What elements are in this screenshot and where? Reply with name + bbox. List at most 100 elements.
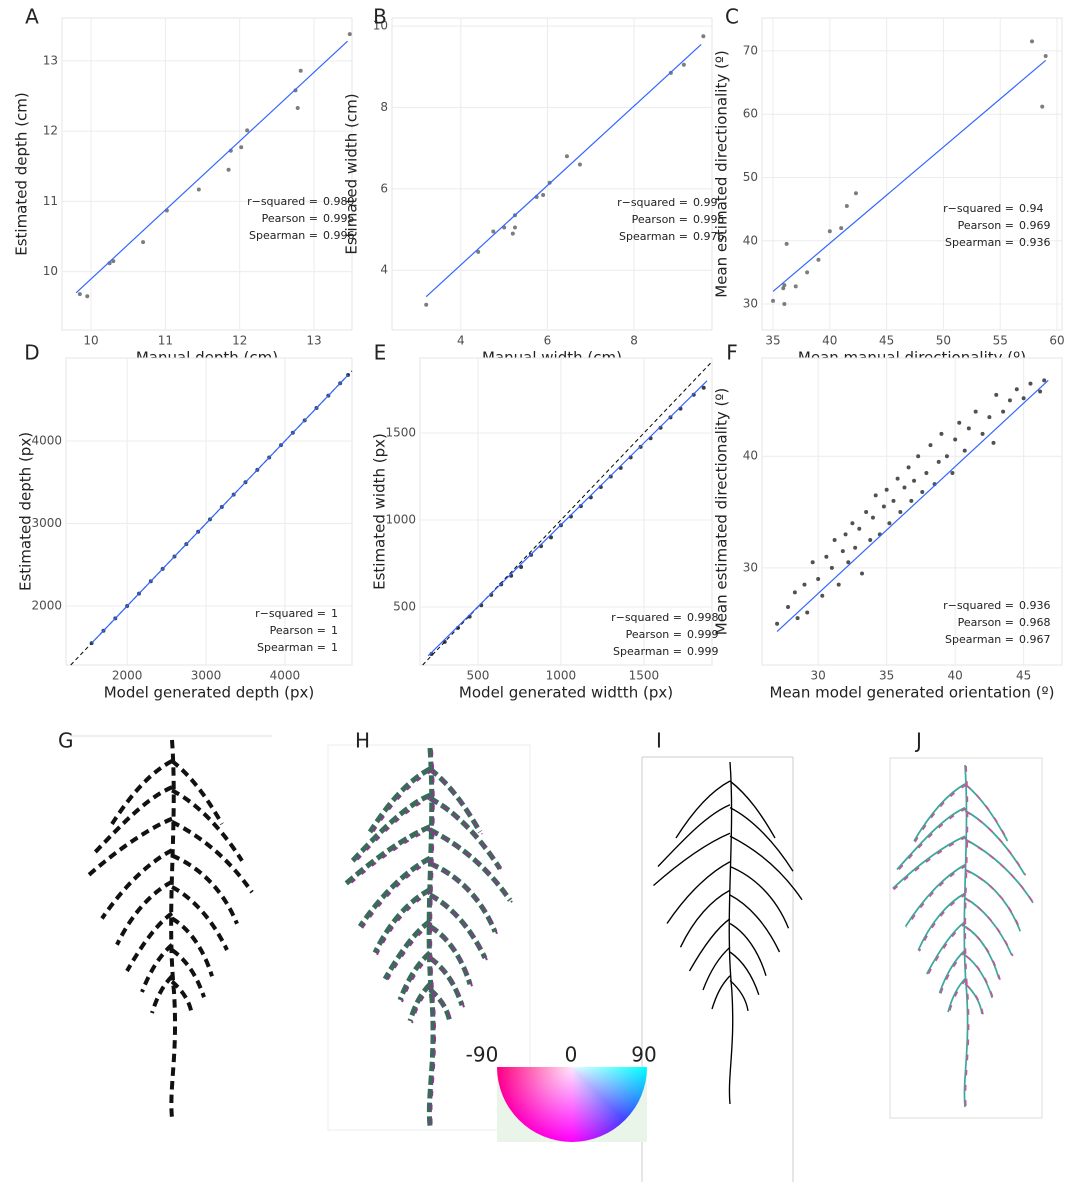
stat-value: 0.999 [687,645,719,658]
stat-label: r−squared = [943,202,1014,215]
stat-value: 0.936 [1019,236,1051,249]
point [1007,398,1012,403]
point [957,420,962,425]
x-tick-label: 35 [765,334,780,348]
point [578,504,583,509]
point [1030,39,1035,44]
point [701,34,706,39]
y-tick-label: 4 [380,263,388,277]
y-tick-label: 30 [743,297,758,311]
stat-label: r−squared = [247,195,318,208]
fit-line [772,59,1047,292]
point [860,571,864,576]
point [906,465,911,470]
panel-label: A [25,5,39,29]
point [111,259,116,264]
stat-label: Pearson = [262,212,318,225]
stat-label: r−squared = [611,611,682,624]
panel-label: H [355,729,370,753]
point [424,302,429,307]
image-panel-i [641,756,803,1182]
point [771,298,776,303]
fit-line [75,40,348,294]
point [962,448,967,453]
point [909,498,914,503]
point [966,426,971,431]
y-axis-label: Estimated depth (cm) [13,92,31,256]
point [77,292,82,297]
x-tick-label: 6 [544,334,552,348]
stat-value: 0.996 [323,229,355,242]
point [476,249,481,254]
stat-value: 0.968 [1019,616,1051,629]
x-tick-label: 60 [1049,334,1064,348]
plot-area [419,357,713,666]
y-tick-label: 10 [373,19,388,33]
stat-label: r−squared = [617,196,688,209]
x-tick-label: 8 [630,334,638,348]
point [810,560,815,565]
x-tick-label: 2000 [112,669,143,683]
panel-label: F [726,341,738,365]
y-tick-label: 60 [743,107,758,121]
point [512,225,517,230]
point [816,257,821,262]
x-tick-label: 10 [83,334,98,348]
point [987,415,992,420]
point [802,582,807,587]
fit-line [91,374,349,644]
point [928,443,933,448]
stat-value: 0.976 [693,230,725,243]
point [226,167,231,172]
stat-label: Spearman = [249,229,318,242]
stat-label: Pearson = [958,219,1014,232]
x-tick-label: 500 [466,669,489,683]
x-tick-label: 45 [879,334,894,348]
stat-label: Pearson = [626,628,682,641]
point [881,504,886,509]
point [939,431,944,436]
y-tick-label: 11 [43,194,58,208]
point [870,515,875,520]
x-tick-label: 11 [158,334,173,348]
point [884,487,889,492]
stat-value: 0.998 [687,611,719,624]
point [1038,389,1043,394]
point [1001,409,1006,414]
point [843,532,848,537]
panel-label: I [656,729,662,753]
point [782,302,787,307]
point [805,270,810,275]
point [775,621,780,626]
y-tick-label: 12 [43,124,58,138]
color-key-label: 0 [565,1043,578,1067]
plot-area [761,357,1063,666]
fit-line [776,379,1049,632]
y-tick-label: 1000 [385,513,416,527]
point [1028,381,1033,386]
stat-value: 0.999 [687,628,719,641]
point [541,192,546,197]
point [577,162,582,167]
x-tick-label: 55 [993,334,1008,348]
stat-label: Spearman = [613,645,682,658]
point [912,478,917,483]
point [793,284,798,289]
stat-value: 0.99 [693,196,718,209]
point [832,537,837,542]
x-axis-label: Model generated depth (px) [104,684,315,702]
point [857,526,862,531]
y-tick-label: 40 [743,233,758,247]
point [916,454,921,459]
point [816,577,821,582]
panel-label: J [914,729,922,753]
point [980,431,985,436]
panel-label: B [373,5,387,29]
y-axis-label: Mean estimated directionality (º) [713,50,731,298]
stat-value: 1 [331,624,338,637]
point [239,145,244,150]
point [1043,53,1048,58]
x-tick-label: 50 [936,334,951,348]
point [510,231,515,236]
